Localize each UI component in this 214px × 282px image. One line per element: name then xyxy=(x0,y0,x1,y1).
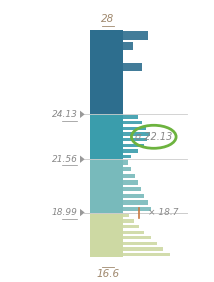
Bar xyxy=(123,214,129,217)
Bar xyxy=(123,167,131,171)
Bar xyxy=(123,187,141,191)
Bar xyxy=(123,138,147,141)
Text: 18.99: 18.99 xyxy=(52,208,78,217)
Bar xyxy=(123,155,131,158)
Bar xyxy=(123,149,138,153)
Bar xyxy=(123,207,151,212)
Text: σ 22.13: σ 22.13 xyxy=(135,132,172,142)
Bar xyxy=(123,31,149,39)
Bar xyxy=(123,144,144,147)
Bar xyxy=(90,30,123,114)
Bar xyxy=(123,236,151,239)
Bar xyxy=(123,180,138,185)
Polygon shape xyxy=(80,156,85,163)
Bar xyxy=(123,174,135,178)
Bar xyxy=(123,160,128,165)
Text: 16.6: 16.6 xyxy=(97,269,120,279)
Bar xyxy=(123,63,142,71)
Polygon shape xyxy=(80,209,85,216)
Bar xyxy=(123,253,170,256)
Text: × 18.7: × 18.7 xyxy=(149,208,179,217)
Polygon shape xyxy=(80,111,85,118)
Bar xyxy=(123,115,138,119)
Bar xyxy=(123,132,150,136)
Bar xyxy=(123,127,146,130)
Bar xyxy=(90,213,123,257)
Bar xyxy=(123,219,134,223)
Bar xyxy=(123,200,149,205)
Text: 28: 28 xyxy=(101,14,115,24)
Bar xyxy=(90,114,123,159)
Bar xyxy=(123,225,139,228)
Bar xyxy=(123,242,157,245)
Bar xyxy=(90,159,123,213)
Text: 24.13: 24.13 xyxy=(52,110,78,119)
Bar xyxy=(123,121,142,124)
Bar xyxy=(123,42,132,50)
Bar xyxy=(123,247,163,251)
Bar xyxy=(123,230,144,234)
Text: 21.56: 21.56 xyxy=(52,155,78,164)
Bar xyxy=(123,194,144,198)
